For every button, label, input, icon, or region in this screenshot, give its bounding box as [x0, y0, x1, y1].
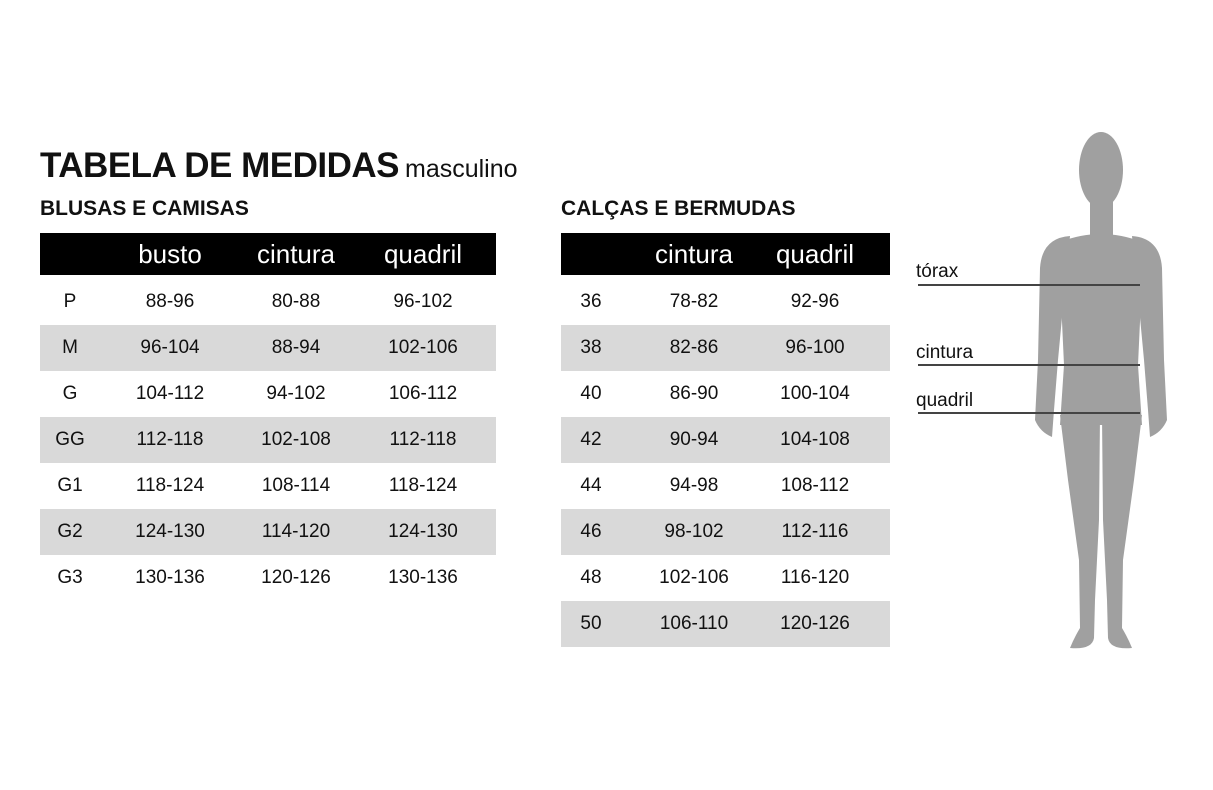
size-cell: 42 [580, 429, 602, 450]
head [1079, 132, 1123, 208]
measurement-cell: 108-112 [780, 475, 850, 496]
title-text: TABELA DE MEDIDAS [40, 146, 400, 185]
table-row: P 88-96 80-88 96-102 [40, 279, 496, 325]
page-title: TABELA DE MEDIDAS masculino [40, 146, 518, 186]
table-row: 38 82-86 96-100 [561, 325, 890, 371]
pants-heading: CALÇAS E BERMUDAS [561, 197, 796, 220]
size-cell: M [62, 337, 78, 358]
measurement-cell: 116-120 [780, 567, 850, 588]
measurement-cell: 108-114 [261, 475, 331, 496]
measurement-cell: 112-118 [389, 429, 457, 450]
table-row: M 96-104 88-94 102-106 [40, 325, 496, 371]
neck [1090, 196, 1113, 236]
measurement-cell: 86-90 [669, 383, 719, 404]
table-row: G3 130-136 120-126 130-136 [40, 555, 496, 601]
measurement-cell: 112-118 [136, 429, 204, 450]
table-row: 48 102-106 116-120 [561, 555, 890, 601]
measurement-cell: 78-82 [669, 291, 719, 312]
pants-table: cintura quadril 36 78-82 92-96 38 82-86 96-100 4… [561, 233, 890, 647]
column-header: cintura [654, 238, 734, 269]
table-row: 44 94-98 108-112 [561, 463, 890, 509]
measurement-cell: 102-106 [388, 337, 458, 358]
right-leg [1102, 415, 1142, 649]
label-quadril: quadril [916, 390, 974, 411]
table-row: 46 98-102 112-116 [561, 509, 890, 555]
measurement-cell: 102-106 [659, 567, 729, 588]
size-cell: 38 [580, 337, 602, 358]
shirts-heading: BLUSAS E CAMISAS [40, 197, 249, 220]
torso [1060, 234, 1142, 425]
measurement-cell: 96-104 [140, 337, 200, 358]
size-cell: 40 [580, 383, 602, 404]
measurement-cell: 120-126 [780, 613, 850, 634]
measurement-cell: 88-94 [271, 337, 321, 358]
shirts-table: busto cintura quadril P 88-96 80-88 96-102 M 96-… [40, 233, 496, 601]
size-cell: G [62, 383, 78, 404]
measurement-cell: 90-94 [669, 429, 719, 450]
measurement-cell: 92-96 [790, 291, 840, 312]
measurement-cell: 98-102 [664, 521, 724, 542]
measurement-cell: 94-98 [669, 475, 719, 496]
table-row: 36 78-82 92-96 [561, 279, 890, 325]
size-cell: 44 [580, 475, 602, 496]
column-header: quadril [775, 238, 855, 269]
table-row: G 104-112 94-102 106-112 [40, 371, 496, 417]
left-leg [1060, 415, 1100, 649]
measurement-cell: 106-112 [388, 383, 458, 404]
measurement-cell: 96-102 [393, 291, 453, 312]
column-header: cintura [256, 238, 336, 269]
label-torax: tórax [916, 261, 959, 282]
size-cell: 50 [580, 613, 602, 634]
measurement-cell: 104-108 [780, 429, 850, 450]
measurement-cell: 82-86 [669, 337, 719, 358]
table-row: G1 118-124 108-114 118-124 [40, 463, 496, 509]
size-cell: 36 [580, 291, 602, 312]
measurement-cell: 106-110 [659, 613, 729, 634]
size-cell: G1 [57, 475, 83, 496]
measurement-cell: 130-136 [135, 567, 205, 588]
measurement-cell: 104-112 [135, 383, 205, 404]
measurement-cell: 118-124 [135, 475, 205, 496]
table-header: busto cintura quadril [40, 233, 496, 275]
measurement-cell: 130-136 [388, 567, 458, 588]
size-cell: G2 [57, 521, 83, 542]
measurement-cell: 96-100 [785, 337, 845, 358]
measurement-cell: 102-108 [261, 429, 331, 450]
table-row: GG 112-118 102-108 112-118 [40, 417, 496, 463]
measurement-cell: 88-96 [145, 291, 195, 312]
measurement-cell: 114-120 [261, 521, 331, 542]
table-header: cintura quadril [561, 233, 890, 275]
size-cell: G3 [57, 567, 83, 588]
measurement-cell: 112-116 [781, 521, 849, 542]
column-header: quadril [383, 238, 463, 269]
size-cell: GG [55, 429, 85, 450]
table-row: 42 90-94 104-108 [561, 417, 890, 463]
size-cell: P [63, 291, 77, 312]
size-cell: 46 [580, 521, 602, 542]
right-arm [1132, 236, 1167, 437]
table-row: 40 86-90 100-104 [561, 371, 890, 417]
measurement-cell: 124-130 [135, 521, 205, 542]
silhouette-shapes [1035, 132, 1167, 649]
label-cintura: cintura [916, 342, 974, 363]
measurement-cell: 80-88 [271, 291, 321, 312]
column-header: busto [138, 238, 202, 269]
measurement-cell: 118-124 [388, 475, 458, 496]
table-row: G2 124-130 114-120 124-130 [40, 509, 496, 555]
measurement-cell: 124-130 [388, 521, 458, 542]
measurement-cell: 100-104 [780, 383, 850, 404]
page-subtitle: masculino [405, 155, 518, 183]
measurement-cell: 94-102 [266, 383, 326, 404]
measurement-cell: 120-126 [261, 567, 331, 588]
table-row: 50 106-110 120-126 [561, 601, 890, 647]
size-cell: 48 [580, 567, 602, 588]
left-arm [1035, 236, 1070, 437]
